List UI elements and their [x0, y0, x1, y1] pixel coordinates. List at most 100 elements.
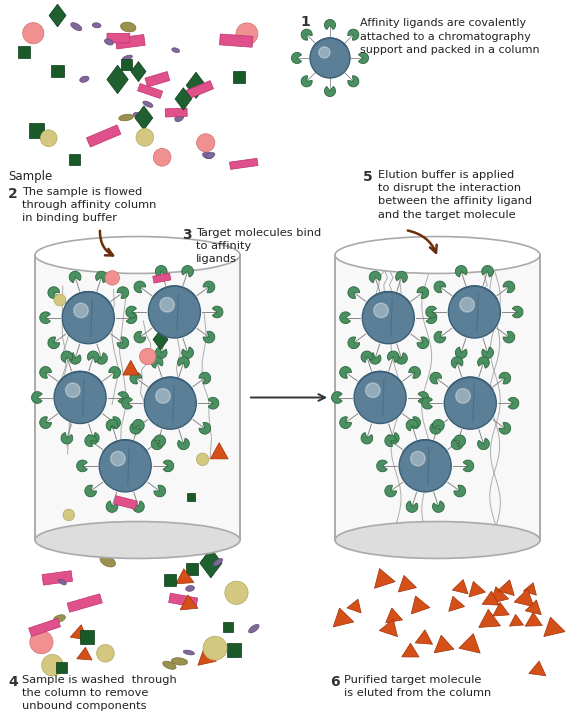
Wedge shape	[430, 372, 441, 384]
Circle shape	[41, 130, 57, 147]
Bar	[153, 273, 171, 283]
Bar	[80, 630, 94, 643]
Wedge shape	[126, 306, 136, 318]
Bar	[86, 125, 121, 147]
Wedge shape	[182, 347, 194, 359]
Wedge shape	[503, 281, 515, 293]
Ellipse shape	[92, 22, 101, 28]
Polygon shape	[347, 599, 361, 613]
Wedge shape	[482, 347, 494, 359]
Ellipse shape	[79, 76, 89, 82]
Wedge shape	[417, 337, 429, 348]
Bar	[137, 84, 162, 98]
Wedge shape	[376, 460, 387, 471]
Bar	[121, 59, 132, 70]
Polygon shape	[386, 608, 403, 623]
Polygon shape	[525, 600, 541, 615]
Circle shape	[99, 440, 151, 492]
Ellipse shape	[53, 615, 66, 623]
Bar	[227, 643, 241, 657]
Ellipse shape	[56, 68, 64, 75]
Wedge shape	[203, 281, 215, 293]
Bar	[165, 108, 187, 117]
Wedge shape	[109, 416, 121, 429]
Bar	[68, 154, 80, 166]
Polygon shape	[459, 634, 480, 653]
Circle shape	[23, 22, 44, 44]
Ellipse shape	[104, 39, 113, 45]
Text: Purified target molecule
is eluted from the column: Purified target molecule is eluted from …	[344, 675, 491, 698]
Ellipse shape	[172, 48, 180, 53]
Text: Sample is washed  through
the column to remove
unbound components: Sample is washed through the column to r…	[22, 675, 177, 711]
Polygon shape	[375, 568, 395, 589]
Wedge shape	[199, 372, 211, 384]
Circle shape	[319, 47, 330, 58]
Wedge shape	[385, 435, 397, 447]
Wedge shape	[340, 367, 351, 378]
Polygon shape	[544, 617, 565, 636]
Ellipse shape	[74, 389, 84, 397]
Circle shape	[374, 303, 388, 317]
Polygon shape	[525, 612, 542, 626]
Wedge shape	[478, 438, 490, 450]
Wedge shape	[348, 337, 360, 348]
Wedge shape	[106, 419, 118, 431]
Bar	[28, 618, 60, 636]
Polygon shape	[211, 442, 228, 459]
Wedge shape	[385, 485, 397, 497]
Wedge shape	[155, 347, 167, 359]
Circle shape	[54, 294, 66, 306]
Ellipse shape	[183, 650, 194, 655]
Wedge shape	[406, 501, 418, 513]
Circle shape	[30, 630, 53, 654]
Wedge shape	[434, 281, 445, 293]
Wedge shape	[369, 353, 381, 364]
Polygon shape	[107, 65, 128, 94]
Ellipse shape	[121, 22, 136, 32]
Wedge shape	[109, 367, 121, 378]
Wedge shape	[478, 356, 490, 368]
Ellipse shape	[175, 114, 184, 121]
Wedge shape	[455, 265, 467, 277]
Circle shape	[444, 377, 496, 429]
Bar	[164, 574, 176, 586]
Wedge shape	[426, 306, 437, 318]
Wedge shape	[118, 392, 129, 403]
Wedge shape	[39, 367, 52, 378]
Wedge shape	[177, 356, 189, 368]
Wedge shape	[433, 501, 444, 513]
Wedge shape	[96, 271, 107, 283]
Ellipse shape	[213, 558, 223, 566]
Polygon shape	[70, 625, 88, 640]
Text: 6: 6	[330, 675, 340, 689]
Circle shape	[399, 440, 451, 492]
Polygon shape	[411, 596, 430, 614]
Wedge shape	[409, 367, 420, 378]
Polygon shape	[200, 548, 222, 578]
Polygon shape	[493, 602, 509, 616]
Circle shape	[140, 348, 156, 364]
Ellipse shape	[119, 114, 133, 121]
Wedge shape	[154, 435, 166, 447]
Polygon shape	[529, 661, 546, 676]
Wedge shape	[301, 29, 312, 40]
Circle shape	[362, 291, 414, 343]
Wedge shape	[451, 356, 463, 368]
Wedge shape	[117, 337, 129, 348]
Bar	[52, 64, 64, 77]
Wedge shape	[358, 53, 368, 64]
Ellipse shape	[143, 101, 153, 107]
Polygon shape	[131, 61, 146, 82]
Wedge shape	[455, 347, 467, 359]
Ellipse shape	[335, 236, 540, 273]
Text: 3: 3	[182, 228, 191, 242]
Circle shape	[153, 148, 171, 166]
Circle shape	[411, 451, 425, 466]
Circle shape	[225, 581, 248, 604]
Wedge shape	[508, 398, 519, 409]
Wedge shape	[85, 485, 96, 497]
Circle shape	[160, 297, 175, 312]
Wedge shape	[85, 435, 96, 447]
Wedge shape	[396, 353, 407, 364]
Wedge shape	[48, 287, 60, 299]
